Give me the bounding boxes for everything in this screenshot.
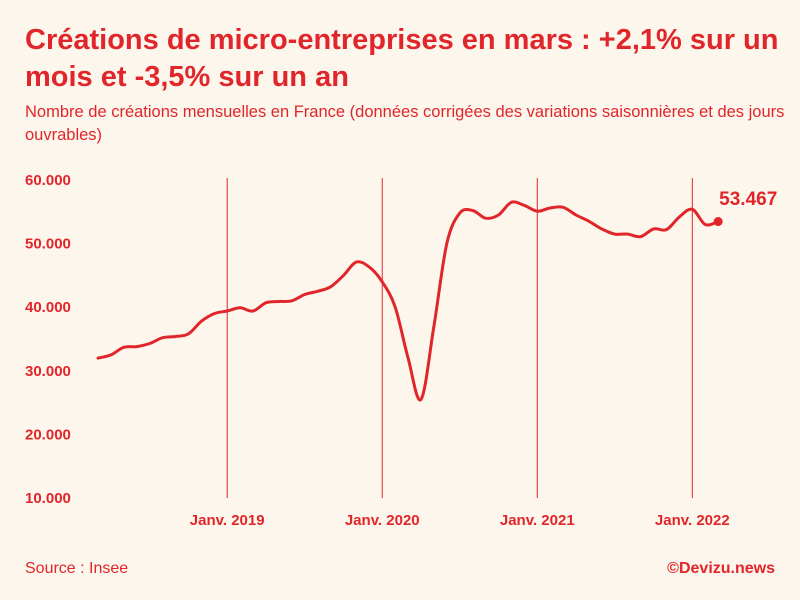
y-tick-label: 20.000	[25, 426, 71, 443]
y-tick-label: 30.000	[25, 363, 71, 380]
vertical-gridlines	[226, 178, 693, 498]
y-tick-label: 50.000	[25, 236, 71, 253]
brand-credit: ©Devizu.news	[667, 560, 775, 577]
x-tick-label: Janv. 2022	[655, 512, 730, 529]
x-tick-label: Janv. 2019	[190, 512, 265, 529]
source-note: Source : Insee	[25, 560, 129, 577]
y-axis-tick-labels: 60.000 50.000 40.000 30.000 20.000 10.000	[25, 172, 71, 507]
chart-title: Créations de micro-entreprises en mars :…	[25, 24, 779, 93]
end-point-marker	[713, 217, 723, 227]
chart-subtitle: Nombre de créations mensuelles en France…	[25, 103, 785, 144]
end-value-label: 53.467	[719, 189, 777, 210]
y-tick-label: 40.000	[25, 299, 71, 316]
x-axis-tick-labels: Janv. 2019 Janv. 2020 Janv. 2021 Janv. 2022	[190, 512, 730, 529]
y-tick-label: 60.000	[25, 172, 71, 189]
y-tick-label: 10.000	[25, 490, 71, 507]
series-line	[96, 200, 720, 402]
x-tick-label: Janv. 2020	[345, 512, 420, 529]
x-tick-label: Janv. 2021	[500, 512, 575, 529]
